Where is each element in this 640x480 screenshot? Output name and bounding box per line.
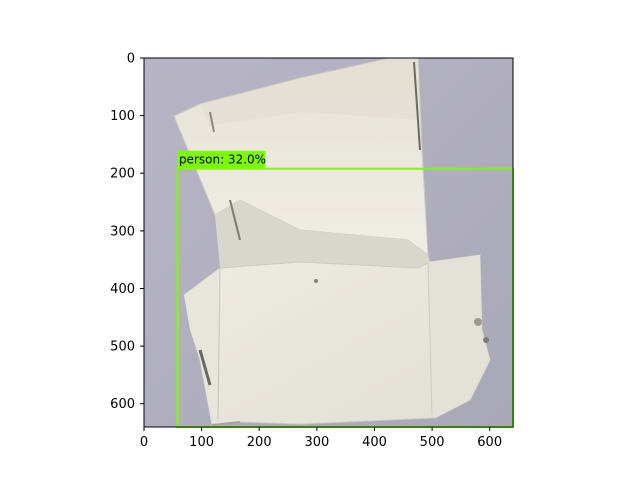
detection-label-background — [177, 150, 266, 169]
box-stain — [483, 337, 489, 343]
y-tick-label: 400 — [110, 282, 135, 297]
x-tick-label: 200 — [247, 435, 272, 450]
y-tick-label: 500 — [110, 340, 135, 355]
x-axis: 0 100 200 300 400 500 600 — [140, 427, 502, 450]
axes-frame — [143, 57, 514, 428]
x-tick-label: 0 — [140, 435, 148, 450]
y-tick-label: 100 — [110, 109, 135, 124]
y-axis: 0 100 200 300 400 500 600 — [110, 52, 144, 412]
x-tick-label: 100 — [189, 435, 214, 450]
fold-line — [413, 61, 421, 151]
fold-line — [427, 261, 433, 416]
fold-line — [229, 199, 241, 241]
cardboard-lower-left-flap — [184, 268, 220, 425]
y-tick-label: 300 — [110, 224, 135, 239]
fold-line — [209, 111, 215, 133]
cardboard-upper-fold — [200, 58, 420, 126]
fold-line — [211, 421, 241, 426]
photo — [144, 58, 513, 427]
cardboard-middle-band — [215, 200, 430, 268]
cardboard-right-panel — [428, 255, 490, 418]
x-tick-label: 300 — [304, 435, 329, 450]
x-tick-label: 600 — [477, 435, 502, 450]
box-stain — [314, 279, 318, 283]
x-tick-label: 400 — [362, 435, 387, 450]
y-tick-label: 200 — [110, 167, 135, 182]
y-tick-label: 0 — [127, 52, 135, 67]
detection-label: person: 32.0% — [179, 153, 266, 167]
box-stain — [474, 318, 482, 326]
fold-line — [198, 349, 212, 386]
y-tick-label: 600 — [110, 397, 135, 412]
fold-line — [217, 267, 221, 421]
x-tick-label: 500 — [420, 435, 445, 450]
